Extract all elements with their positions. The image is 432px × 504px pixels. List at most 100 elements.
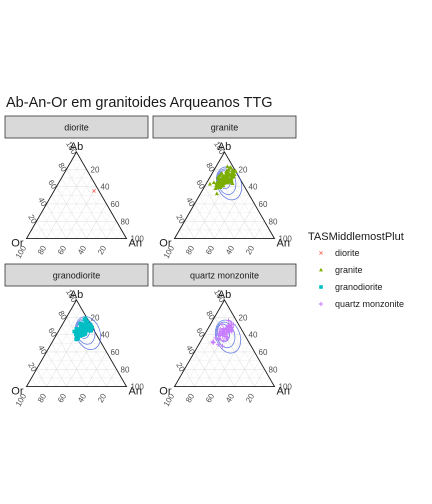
tick-label: 80 — [204, 161, 217, 174]
grid-line — [71, 308, 117, 387]
data-point — [225, 176, 230, 180]
grid-line — [86, 203, 107, 239]
grid-line — [189, 212, 205, 239]
tick-label: 80 — [56, 161, 69, 174]
data-point — [74, 332, 78, 336]
data-point — [83, 316, 88, 321]
vertex-label-an: An — [129, 386, 142, 398]
tick-label: 60 — [111, 348, 120, 357]
grid-line — [106, 221, 117, 239]
tick-label: 40 — [184, 344, 197, 357]
grid-line — [31, 377, 37, 387]
data-point — [213, 186, 218, 191]
grid-line — [106, 369, 117, 387]
grid-line — [51, 343, 77, 387]
grid-line — [76, 343, 102, 387]
legend-title: TASMiddlemostPlut — [308, 231, 404, 243]
tick-label: 40 — [184, 196, 197, 209]
grid-line — [254, 369, 265, 387]
tick-label: 40 — [249, 183, 258, 192]
legend-item-granite: granite — [319, 265, 363, 275]
grid-line — [96, 360, 112, 387]
tick-label: 80 — [56, 309, 69, 322]
tick-label: 40 — [101, 331, 110, 340]
data-point — [79, 321, 84, 326]
data-point — [225, 325, 231, 331]
data-point — [227, 173, 232, 177]
grid-line — [56, 325, 92, 387]
data-point — [224, 331, 229, 337]
tick-label: 60 — [259, 200, 268, 209]
legend: TASMiddlemostPlut diorite granite granodior… — [308, 231, 404, 309]
data-point — [210, 340, 216, 345]
legend-label: quartz monzonite — [335, 299, 404, 309]
legend-label: granodiorite — [335, 282, 383, 292]
facet-strip — [152, 115, 297, 139]
data-point — [77, 333, 81, 337]
tick-label: 20 — [26, 213, 39, 226]
grid-line — [234, 351, 255, 387]
data-point — [213, 335, 218, 341]
tick-label: 80 — [121, 217, 130, 226]
grid-line — [194, 203, 215, 239]
tick-label: 80 — [204, 309, 217, 322]
data-point — [225, 168, 230, 173]
legend-item-diorite: diorite — [319, 248, 360, 258]
tick-label: 40 — [224, 244, 237, 257]
legend-key — [318, 301, 324, 307]
tick-label: 60 — [204, 392, 217, 405]
grid-line — [179, 377, 185, 387]
tick-label: 20 — [244, 392, 257, 405]
tick-label: 80 — [36, 392, 49, 405]
facet-strip — [4, 263, 149, 287]
data-point — [224, 337, 229, 342]
vertex-label-or: Or — [159, 386, 172, 398]
tick-label: 40 — [249, 331, 258, 340]
data-point — [83, 323, 88, 328]
tick-label: 20 — [26, 361, 39, 374]
grid-line — [254, 221, 265, 239]
data-points — [210, 318, 236, 349]
tick-label: 40 — [101, 183, 110, 192]
data-point — [221, 179, 226, 183]
grid-line — [36, 369, 47, 387]
grid-line — [209, 325, 245, 387]
grid-line — [46, 203, 67, 239]
grid-line — [116, 377, 122, 387]
grid-line — [264, 229, 270, 239]
facet-panel-granite: granite202020404040606060808080100100100… — [152, 115, 297, 260]
grid-line — [56, 177, 92, 239]
grid-line — [199, 343, 225, 387]
tick-label: 60 — [46, 326, 59, 339]
data-point — [218, 331, 223, 337]
grid-line — [36, 160, 82, 239]
data-point — [217, 326, 223, 332]
grid-line — [86, 351, 107, 387]
vertex-label-an: An — [277, 238, 290, 250]
facet-strip-label: granodiorite — [53, 271, 101, 281]
tick-label: 40 — [36, 196, 49, 209]
tick-label: 40 — [76, 244, 89, 257]
data-point — [216, 174, 221, 179]
data-point — [218, 180, 223, 185]
legend-key — [319, 285, 323, 289]
tick-label: 80 — [184, 392, 197, 405]
data-point — [220, 182, 225, 187]
tick-label: 80 — [269, 365, 278, 374]
tick-label: 60 — [111, 200, 120, 209]
grid-line — [264, 377, 270, 387]
tick-label: 20 — [239, 165, 248, 174]
tick-label: 20 — [174, 361, 187, 374]
grid-line — [189, 360, 205, 387]
data-point — [78, 331, 83, 335]
legend-item-granodiorite: granodiorite — [319, 282, 383, 292]
ternary-frame — [173, 299, 276, 388]
data-point — [216, 337, 222, 342]
grid-line — [76, 195, 102, 239]
tick-label: 20 — [174, 213, 187, 226]
tick-label: 60 — [56, 392, 69, 405]
grid-line — [184, 221, 195, 239]
data-point — [207, 181, 212, 186]
data-point — [222, 176, 227, 181]
